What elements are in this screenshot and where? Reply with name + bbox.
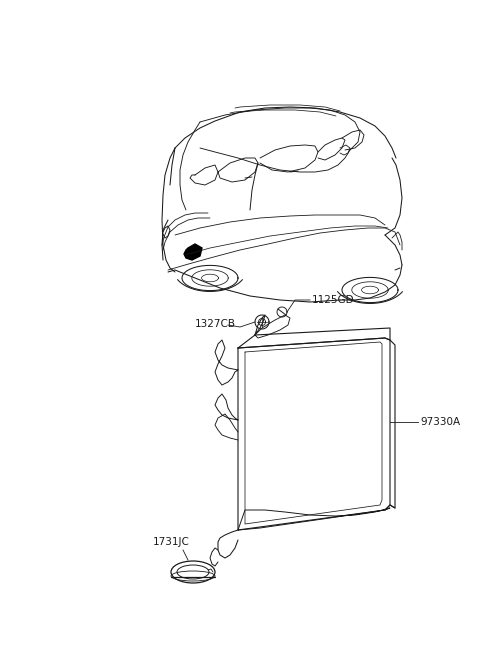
Text: 1327CB: 1327CB — [195, 319, 236, 329]
Text: 1731JC: 1731JC — [153, 537, 190, 547]
Text: 1125GD: 1125GD — [312, 295, 355, 305]
Polygon shape — [184, 244, 202, 260]
Text: 97330A: 97330A — [420, 417, 460, 427]
